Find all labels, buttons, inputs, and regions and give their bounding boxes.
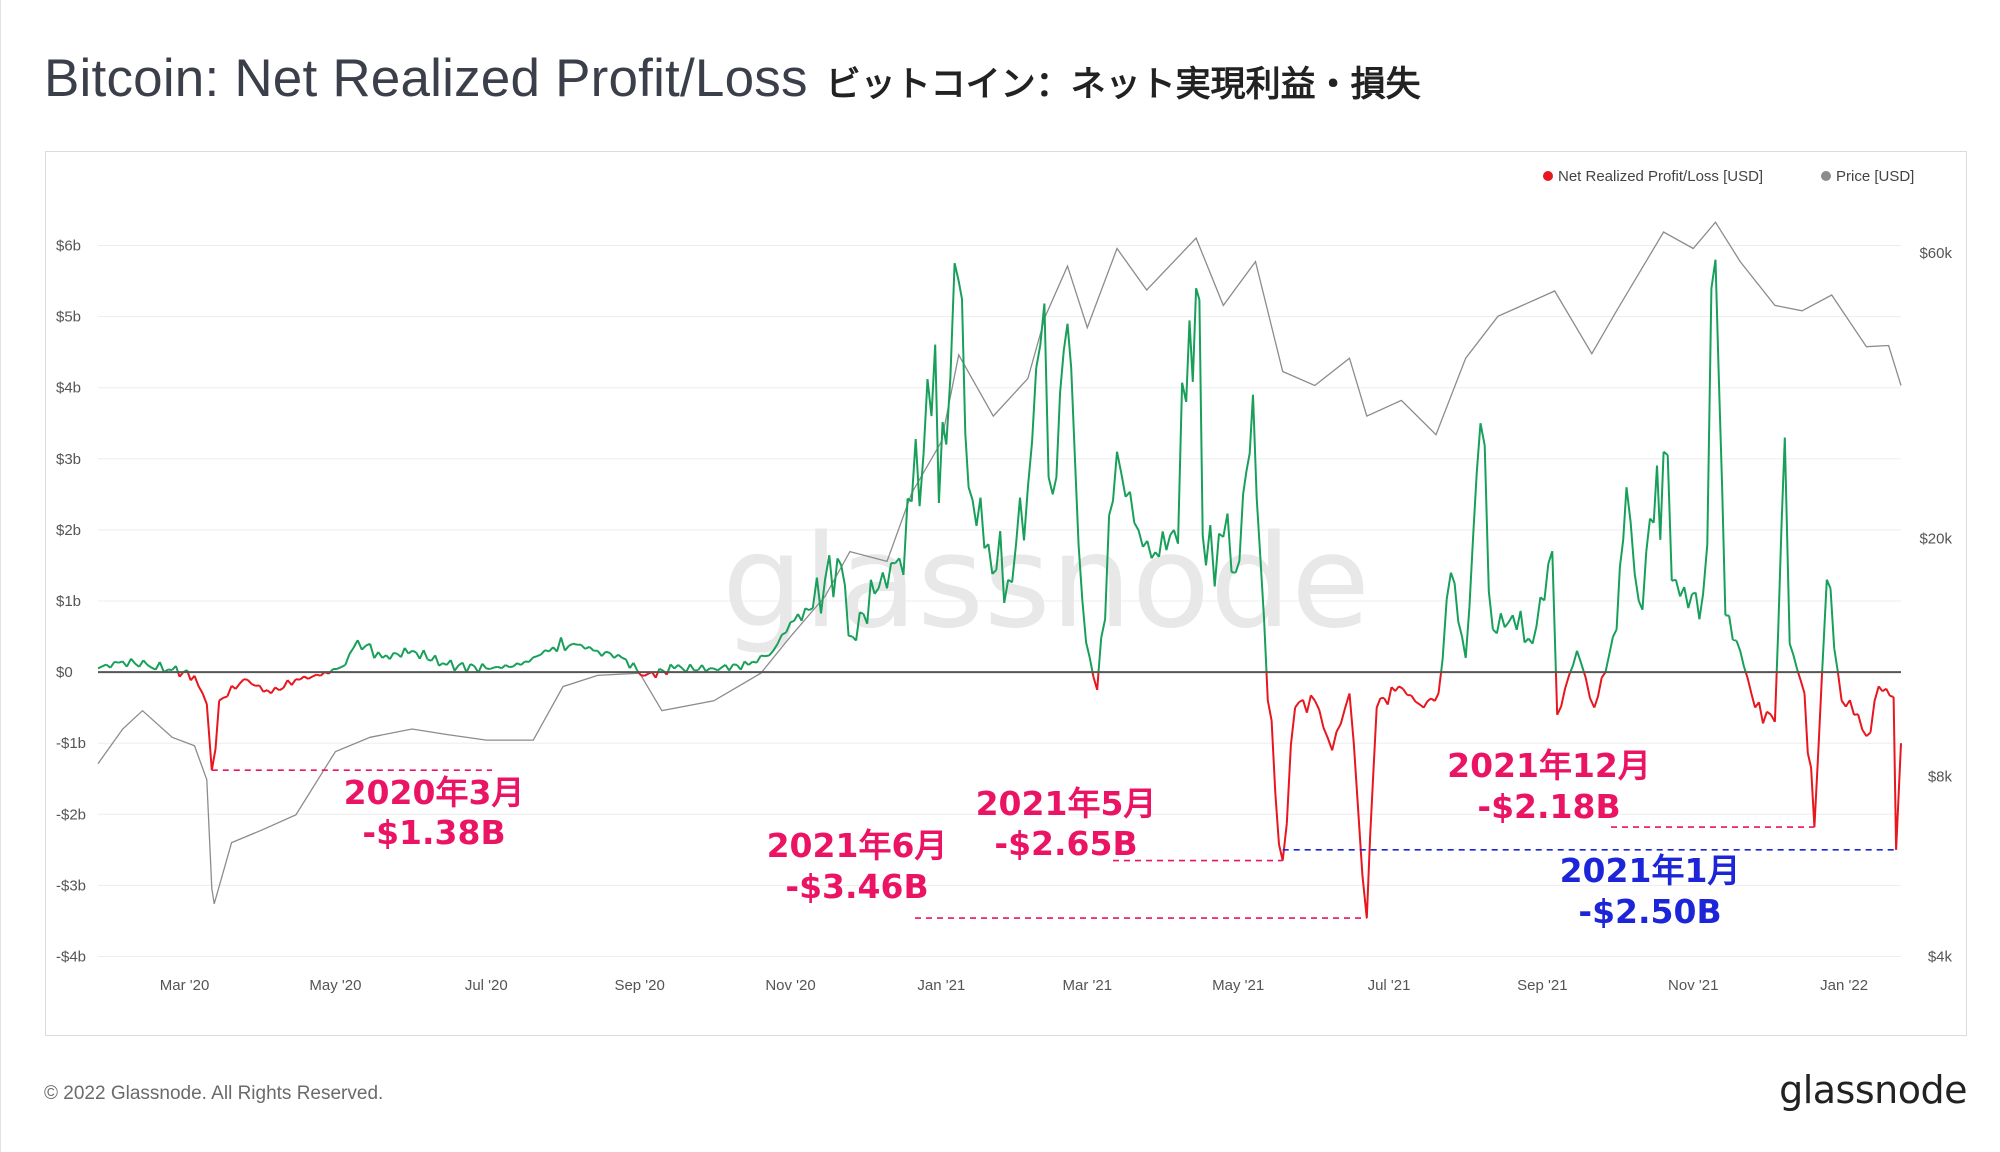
y-left-tick-label: $6b bbox=[56, 238, 81, 255]
annotation-date: 2021年6月 bbox=[767, 826, 948, 865]
copyright: © 2022 Glassnode. All Rights Reserved. bbox=[44, 1083, 384, 1104]
y-left-tick-label: $1b bbox=[56, 593, 81, 610]
y-left-tick-label: $3b bbox=[56, 451, 81, 468]
page-title: Bitcoin: Net Realized Profit/Loss ビットコイン… bbox=[44, 48, 1421, 109]
x-tick-label: Nov '21 bbox=[1668, 977, 1718, 994]
y-left-tick-label: -$4b bbox=[56, 949, 86, 966]
x-tick-label: Mar '21 bbox=[1063, 977, 1113, 994]
brand-logo: glassnode bbox=[1779, 1068, 1967, 1112]
y-right-tick-label: $60k bbox=[1919, 245, 1952, 262]
watermark: glassnode bbox=[722, 508, 1370, 657]
annotation-date: 2020年3月 bbox=[344, 773, 525, 812]
x-tick-label: May '21 bbox=[1212, 977, 1264, 994]
x-tick-label: Jul '20 bbox=[465, 977, 508, 994]
y-left-tick-label: $4b bbox=[56, 380, 81, 397]
y-left-tick-label: -$2b bbox=[56, 806, 86, 823]
annotation-date: 2021年1月 bbox=[1560, 851, 1741, 890]
x-tick-label: Sep '21 bbox=[1517, 977, 1567, 994]
y-right-tick-label: $20k bbox=[1919, 530, 1952, 547]
y-left-tick-label: $2b bbox=[56, 522, 81, 539]
y-right-tick-label: $4k bbox=[1928, 949, 1953, 966]
price-line bbox=[97, 221, 1902, 904]
x-tick-label: Mar '20 bbox=[160, 977, 210, 994]
y-right-tick-label: $8k bbox=[1928, 768, 1953, 785]
legend-marker-profit-loss bbox=[1543, 171, 1553, 181]
chart: $6b $5b $4b $3b $2b $1b $0 -$1b -$2b -$3b -$4b $60k… bbox=[56, 168, 1953, 994]
legend-label-price: Price [USD] bbox=[1836, 168, 1914, 185]
x-tick-label: May '20 bbox=[309, 977, 361, 994]
annotation-value: -$2.65B bbox=[994, 824, 1137, 863]
y-left-tick-label: -$1b bbox=[56, 735, 86, 752]
y-left-tick-label: $5b bbox=[56, 309, 81, 326]
x-tick-label: Nov '20 bbox=[765, 977, 815, 994]
x-tick-label: Jul '21 bbox=[1368, 977, 1411, 994]
net-profit-line bbox=[97, 259, 1839, 673]
chart-frame: $6b $5b $4b $3b $2b $1b $0 -$1b -$2b -$3b -$4b $60k… bbox=[45, 151, 1967, 1036]
y-left-tick-label: -$3b bbox=[56, 877, 86, 894]
x-tick-label: Jan '21 bbox=[917, 977, 965, 994]
title-english: Bitcoin: Net Realized Profit/Loss bbox=[44, 49, 808, 108]
legend-marker-price bbox=[1821, 171, 1831, 181]
x-tick-label: Sep '20 bbox=[614, 977, 664, 994]
x-tick-label: Jan '22 bbox=[1820, 977, 1868, 994]
annotation-value: -$2.18B bbox=[1477, 787, 1620, 826]
legend-label-profit-loss: Net Realized Profit/Loss [USD] bbox=[1558, 168, 1763, 185]
annotation-value: -$1.38B bbox=[362, 813, 505, 852]
annotation-value: -$3.46B bbox=[785, 867, 928, 906]
annotation-date: 2021年5月 bbox=[976, 784, 1157, 823]
title-japanese: ビットコイン：ネット実現利益・損失 bbox=[825, 65, 1421, 104]
page-edge bbox=[0, 0, 1, 1152]
y-left-tick-label: $0 bbox=[56, 664, 73, 681]
annotation-value: -$2.50B bbox=[1578, 892, 1721, 931]
annotation-date: 2021年12月 bbox=[1447, 746, 1651, 785]
